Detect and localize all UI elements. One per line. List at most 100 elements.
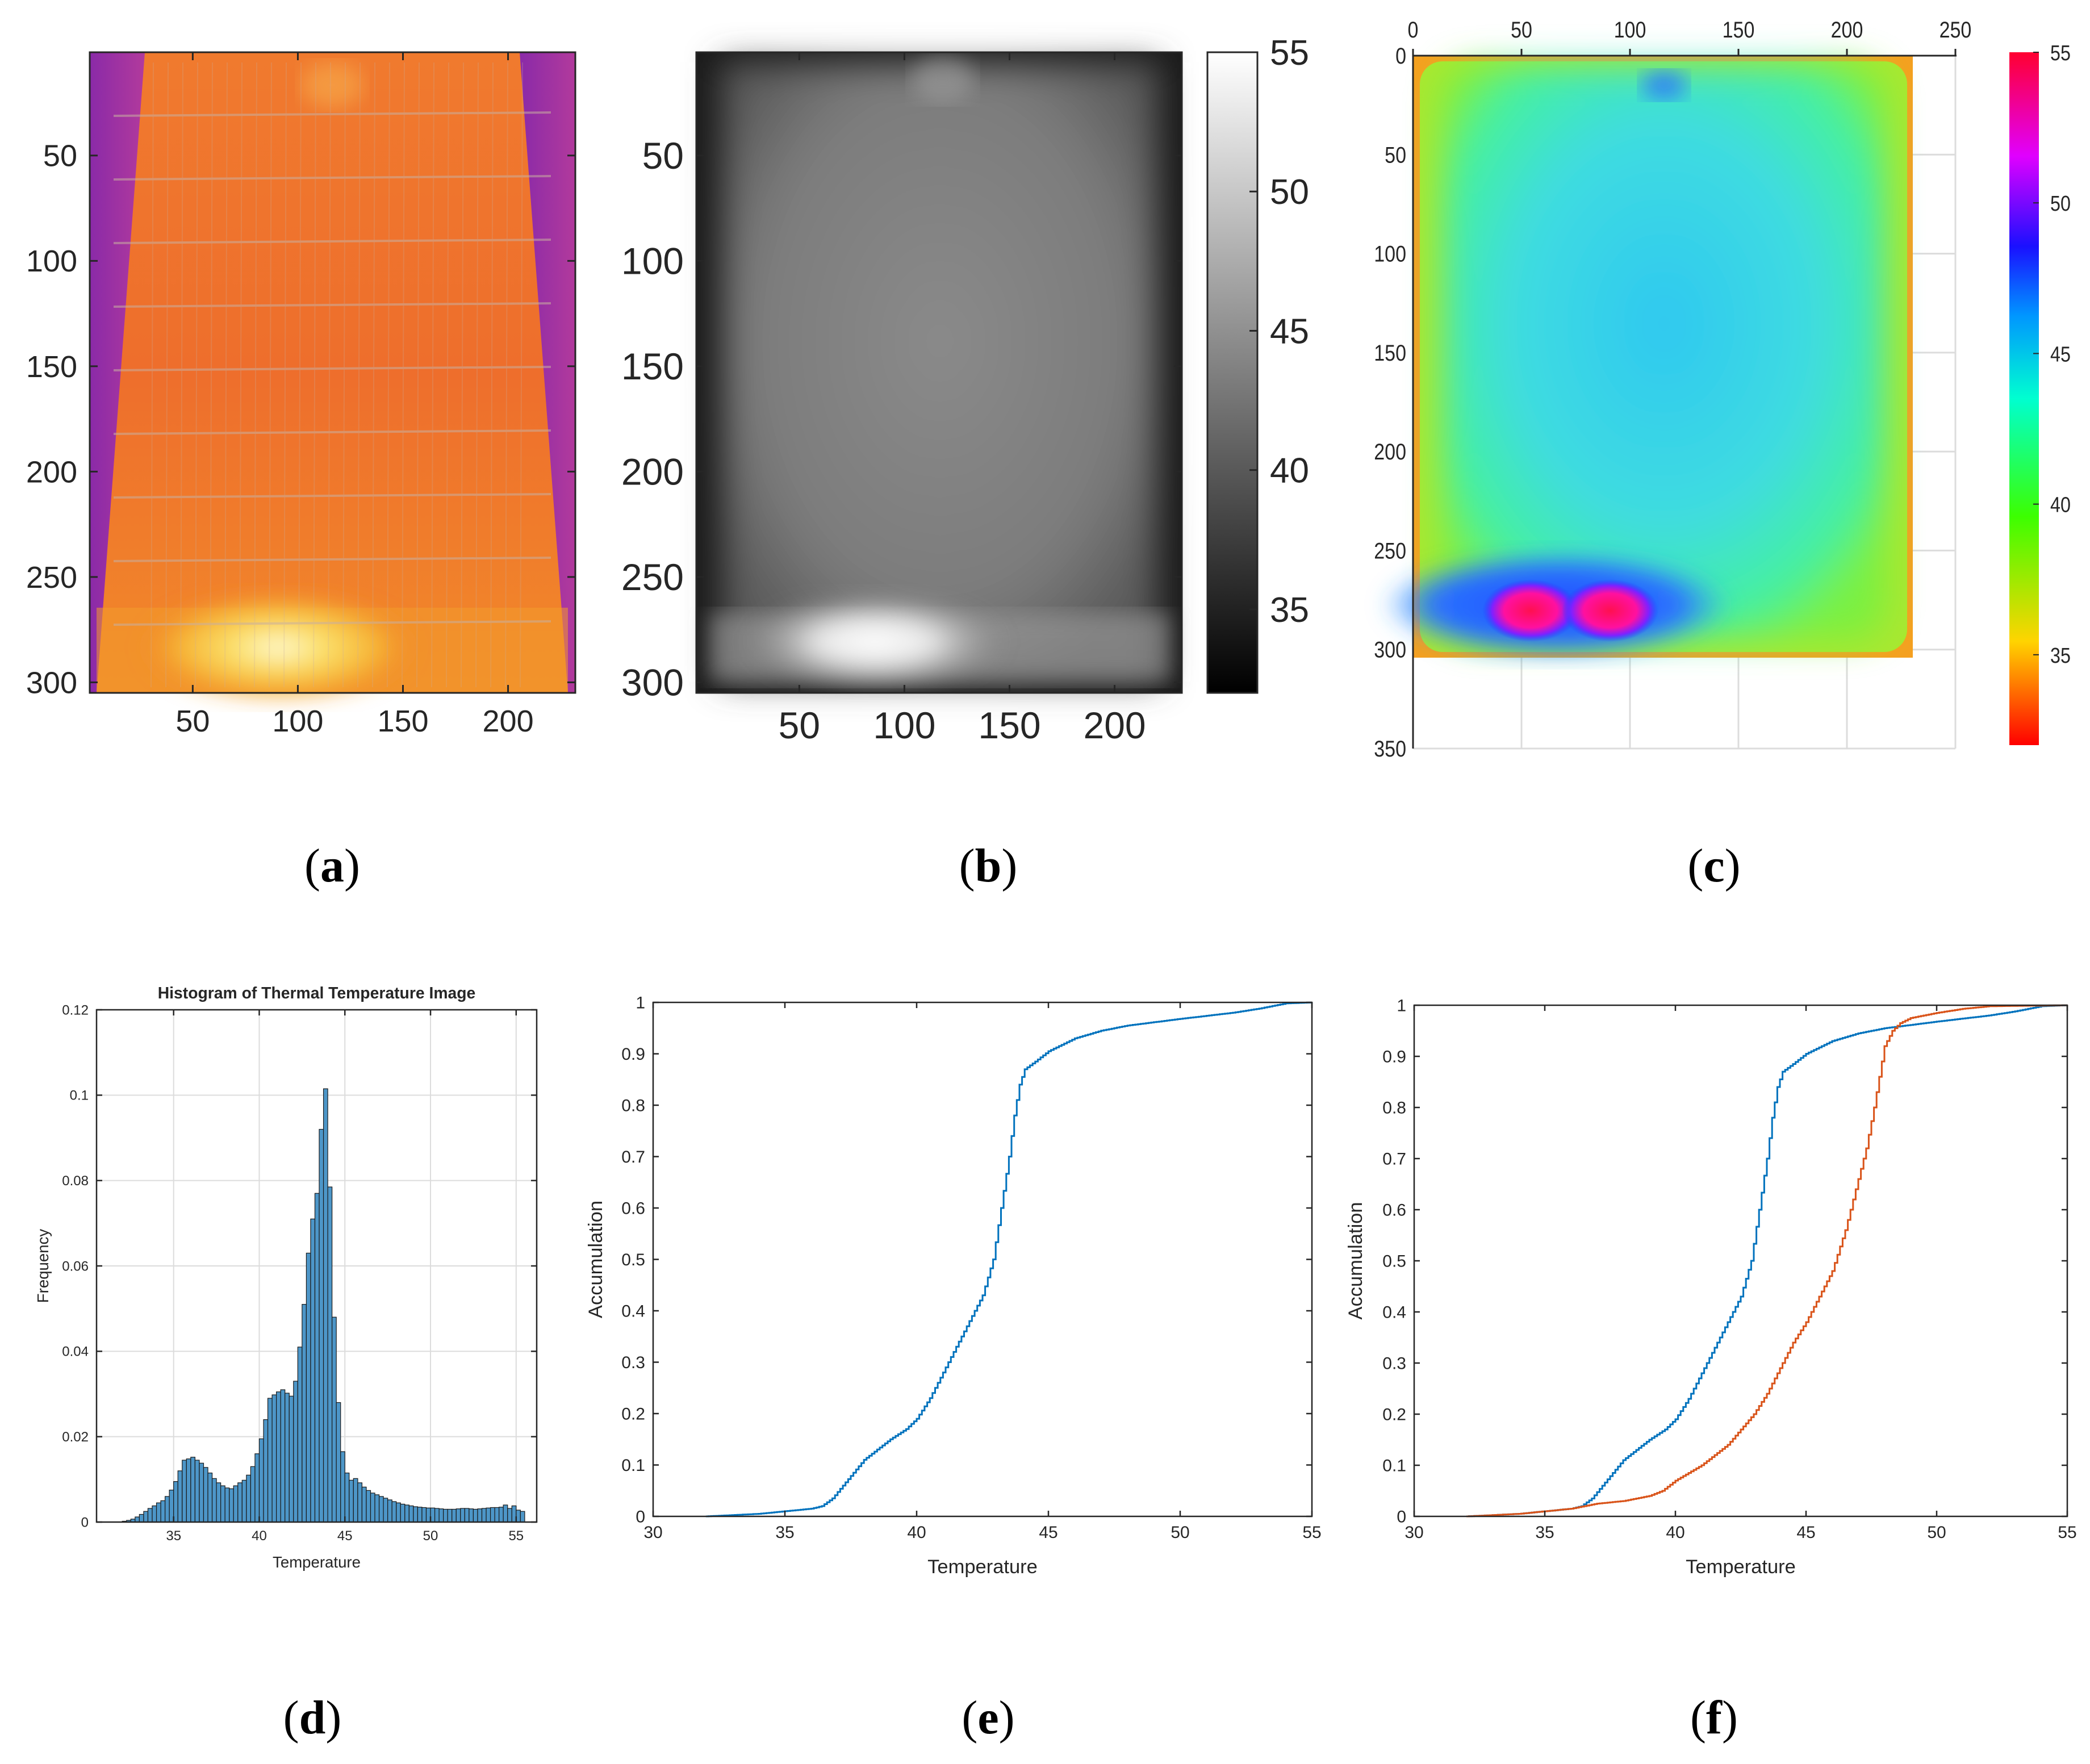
y-axis-label: Accumulation xyxy=(585,1201,607,1318)
histogram-bar xyxy=(271,1394,277,1523)
histogram-bar xyxy=(400,1503,406,1523)
histogram-bar xyxy=(220,1485,225,1523)
panel-label-d-letter: d xyxy=(299,1691,326,1744)
histogram-bar xyxy=(378,1496,384,1523)
plot-area xyxy=(653,1002,1312,1516)
heatmap-a-cell-lines xyxy=(113,62,551,688)
cell-column-line xyxy=(505,62,508,688)
y-tick-label: 0.7 xyxy=(621,1148,645,1167)
cell-column-line xyxy=(224,62,228,688)
y-tick-label: 350 xyxy=(1374,735,1406,761)
y-tick-label: 150 xyxy=(26,350,77,384)
heatmap-a-hotspot xyxy=(142,593,415,701)
histogram-bar xyxy=(165,1496,170,1523)
histogram-bar xyxy=(297,1347,303,1523)
histogram-bar xyxy=(361,1486,367,1523)
histogram-bar xyxy=(293,1381,298,1523)
histogram-bar xyxy=(438,1508,444,1523)
histogram-bar xyxy=(404,1504,409,1523)
x-tick-label: 200 xyxy=(483,704,534,738)
x-axis-label: Temperature xyxy=(273,1553,361,1571)
histogram-bar xyxy=(387,1499,392,1523)
y-axis-label: Frequency xyxy=(34,1229,52,1303)
y-tick-label: 0.1 xyxy=(621,1456,645,1475)
histogram-bar xyxy=(332,1316,337,1523)
x-tick-label: 55 xyxy=(508,1528,524,1544)
cell-column-line xyxy=(269,62,272,688)
axes-a-frame xyxy=(89,51,576,694)
y-tick-label: 150 xyxy=(1374,340,1406,365)
y-tick-label: 300 xyxy=(26,666,77,700)
x-tick-label: 100 xyxy=(272,704,323,738)
histogram-bar xyxy=(421,1507,427,1523)
panel-label-b: (b) xyxy=(959,839,1018,892)
histogram-bar xyxy=(469,1508,474,1523)
x-tick-label: 50 xyxy=(175,704,210,738)
histogram-bar xyxy=(135,1516,140,1523)
histogram-bar xyxy=(302,1304,307,1523)
cell-row-line xyxy=(113,302,551,308)
histogram-bar xyxy=(207,1472,213,1523)
y-tick-label: 0.08 xyxy=(62,1173,89,1189)
y-tick-label: 200 xyxy=(1374,439,1406,465)
cell-column-line xyxy=(342,62,346,688)
x-tick-label: 150 xyxy=(978,704,1040,746)
heatmap-c-top-spot xyxy=(1641,71,1687,99)
histogram-bar xyxy=(340,1451,345,1523)
panel-label-a-letter: a xyxy=(320,839,344,892)
x-tick-label: 35 xyxy=(1535,1523,1554,1542)
heatmap-c-hotspot-right xyxy=(1562,579,1658,642)
histogram-bar xyxy=(370,1493,375,1523)
cell-column-line xyxy=(165,62,169,688)
histogram-bar xyxy=(280,1389,286,1523)
histogram-bar xyxy=(152,1505,157,1523)
y-tick-label: 0 xyxy=(1395,43,1406,68)
histogram-bar xyxy=(327,1186,333,1523)
heatmap-b-top-spot xyxy=(912,57,974,102)
x-tick-label: 50 xyxy=(423,1528,438,1544)
histogram-bar xyxy=(314,1193,320,1523)
cell-column-line xyxy=(313,62,316,688)
panel-a: 50 100 150 200 50 100 150 200 250 300 xyxy=(26,51,576,738)
heatmap-b-body xyxy=(721,62,1159,682)
x-tick-label: 50 xyxy=(1511,16,1532,42)
histogram-bar xyxy=(254,1453,260,1523)
y-tick-label: 1 xyxy=(636,994,645,1013)
x-tick-label: 250 xyxy=(1939,16,1972,42)
histogram-bar xyxy=(177,1470,183,1523)
histogram-bar xyxy=(310,1218,316,1523)
x-tick-label: 55 xyxy=(2058,1523,2076,1542)
x-tick-label: 50 xyxy=(779,704,820,746)
histogram-bar xyxy=(211,1478,217,1523)
histogram-bar xyxy=(263,1419,269,1523)
histogram-bar xyxy=(396,1502,401,1523)
x-tick-label: 100 xyxy=(1614,16,1646,42)
y-tick-label: 0.8 xyxy=(1382,1099,1406,1118)
histogram-bar xyxy=(186,1458,191,1523)
y-tick-label: 250 xyxy=(26,561,77,595)
cell-column-line xyxy=(180,62,183,688)
colorbar-tick-label: 40 xyxy=(2050,493,2071,517)
histogram-bar xyxy=(357,1482,363,1523)
heatmap-c-body xyxy=(1443,65,1886,639)
y-tick-label: 0.06 xyxy=(62,1259,89,1274)
plot-area xyxy=(1414,1005,2067,1516)
y-tick-label: 0.7 xyxy=(1382,1150,1406,1169)
cell-column-line xyxy=(357,62,361,688)
histogram-bar xyxy=(447,1508,453,1523)
x-tick-label: 50 xyxy=(1927,1523,1946,1542)
histogram-bar xyxy=(147,1508,153,1523)
x-axis-label: Temperature xyxy=(1686,1556,1796,1578)
colorbar-tick-label: 45 xyxy=(2050,342,2071,366)
histogram-bar xyxy=(494,1507,500,1523)
colorbar-b xyxy=(1206,51,1259,694)
colorbar-tick-label: 50 xyxy=(2050,192,2071,216)
series-line-cdf-orange xyxy=(1466,1004,2068,1518)
cell-column-line xyxy=(151,62,154,688)
x-tick-label: 150 xyxy=(1723,16,1755,42)
y-tick-label: 0.2 xyxy=(1382,1406,1406,1424)
histogram-bar xyxy=(306,1252,311,1523)
cell-column-line xyxy=(328,62,331,688)
heatmap-a-body xyxy=(97,52,568,693)
cell-row-line xyxy=(113,557,551,562)
